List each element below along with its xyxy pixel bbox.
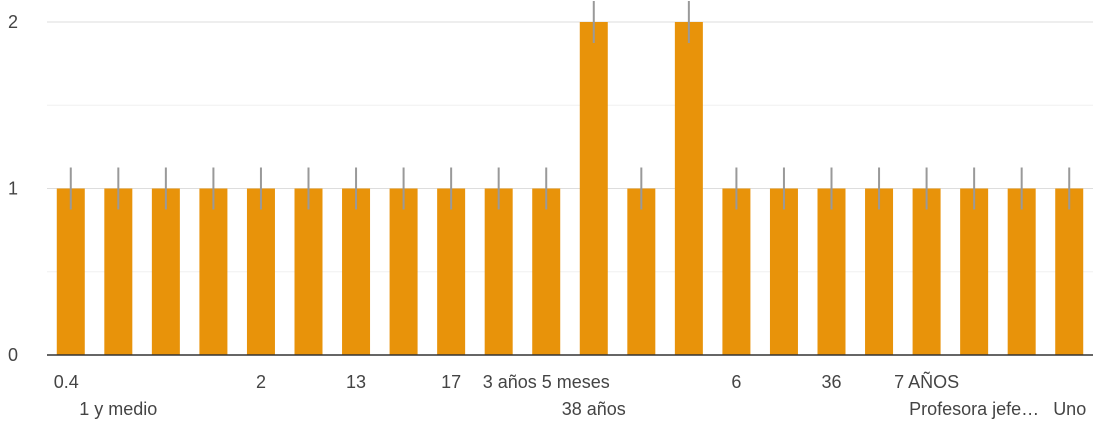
bar	[104, 188, 133, 355]
x-tick-label: 13	[346, 372, 366, 392]
bar	[199, 188, 228, 355]
bar	[151, 188, 180, 355]
bar	[817, 188, 846, 355]
y-tick-label: 1	[8, 179, 18, 199]
bar	[294, 188, 323, 355]
bar	[769, 188, 798, 355]
bar	[960, 188, 989, 355]
error-bars	[69, 1, 1071, 210]
bar	[246, 188, 275, 355]
bar	[56, 188, 85, 355]
x-tick-label: Uno	[1053, 399, 1086, 419]
bar	[342, 188, 371, 355]
x-tick-label: 17	[441, 372, 461, 392]
bar	[579, 22, 608, 355]
bar	[627, 188, 656, 355]
bar	[532, 188, 561, 355]
bar	[912, 188, 941, 355]
y-tick-label: 2	[8, 12, 18, 32]
x-tick-label: Profesora jefe…	[909, 399, 1039, 419]
bar	[484, 188, 513, 355]
y-axis: 0 1 2	[8, 12, 18, 365]
y-tick-label: 0	[8, 345, 18, 365]
x-tick-label: 1 y medio	[79, 399, 157, 419]
bar	[437, 188, 466, 355]
bar	[1055, 188, 1084, 355]
bars	[56, 22, 1084, 355]
x-tick-label: 6	[731, 372, 741, 392]
bar	[722, 188, 751, 355]
x-tick-label: 38 años	[562, 399, 626, 419]
x-tick-label: 7 AÑOS	[894, 371, 959, 392]
x-tick-label: 36	[821, 372, 841, 392]
bar	[674, 22, 703, 355]
x-tick-label: 3 años 5 meses	[483, 372, 610, 392]
x-axis-labels: 0.41 y medio 2 13 17 3 años 5 meses 38 años 6 3…	[54, 371, 1086, 419]
x-tick-label: 2	[256, 372, 266, 392]
bar	[1007, 188, 1036, 355]
bar	[865, 188, 894, 355]
x-tick-label: 0.4	[54, 372, 79, 392]
bar	[389, 188, 418, 355]
